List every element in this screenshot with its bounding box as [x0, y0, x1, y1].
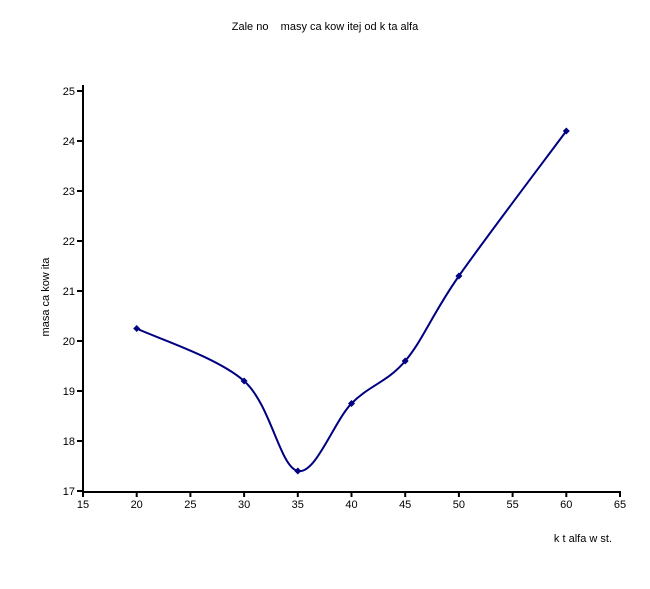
x-tick-label: 20 — [131, 499, 143, 511]
y-tick-label: 20 — [63, 336, 75, 348]
y-tick-label: 25 — [63, 86, 75, 98]
x-tick-label: 55 — [506, 499, 518, 511]
x-tick-label: 65 — [614, 499, 626, 511]
data-point-marker — [294, 467, 302, 475]
data-point-marker — [348, 400, 355, 407]
x-tick-label: 35 — [292, 499, 304, 511]
y-tick-label: 23 — [63, 186, 75, 198]
y-tick-label: 24 — [63, 136, 75, 148]
x-tick-label: 30 — [238, 499, 250, 511]
y-tick-label: 21 — [63, 286, 75, 298]
data-point-marker — [401, 357, 409, 365]
data-point-marker — [133, 325, 141, 332]
x-tick-label: 60 — [560, 499, 572, 511]
y-tick-label: 19 — [63, 386, 75, 398]
x-tick-label: 15 — [77, 499, 89, 511]
chart-title: Zale no masy ca kow itej od k ta alfa — [231, 21, 419, 33]
data-series-line — [135, 130, 568, 473]
y-tick-label: 18 — [63, 436, 75, 448]
x-tick-label: 45 — [399, 499, 411, 511]
x-axis-title: k t alfa w st. — [553, 533, 612, 545]
data-point-marker — [455, 272, 463, 280]
y-tick-label: 17 — [63, 486, 75, 498]
x-tick-label: 50 — [453, 499, 465, 511]
data-point-marker — [240, 377, 248, 385]
x-tick-label: 25 — [184, 499, 196, 511]
data-point-marker — [562, 127, 570, 135]
y-tick-label: 22 — [63, 236, 75, 248]
y-axis-title: masa ca kow ita — [40, 257, 52, 337]
x-tick-label: 40 — [345, 499, 357, 511]
